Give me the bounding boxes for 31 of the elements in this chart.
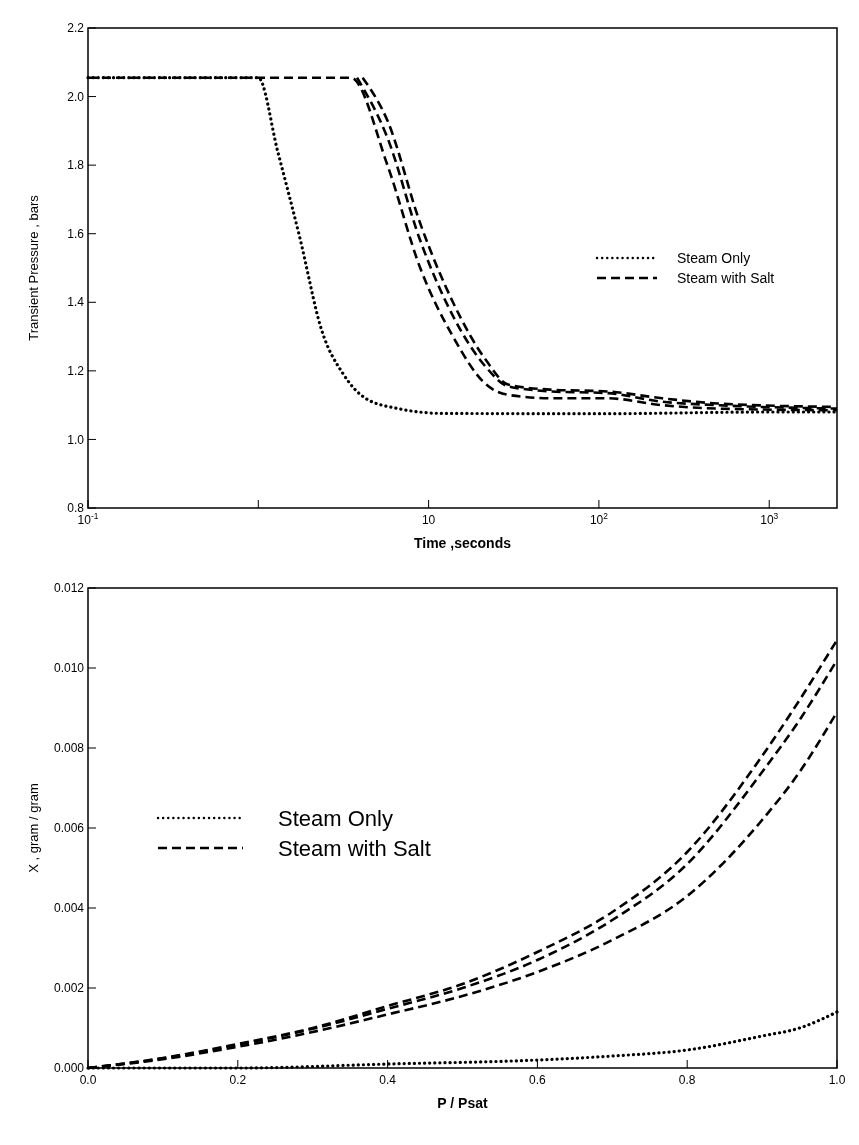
y-tick-label: 0.010 bbox=[53, 661, 85, 676]
y-tick-label: 1.6 bbox=[67, 226, 85, 241]
y-tick-label: 1.8 bbox=[67, 158, 85, 173]
x-tick-label: 1.0 bbox=[828, 1073, 846, 1087]
y-tick-label: 0.008 bbox=[53, 741, 85, 756]
y-tick-label: 0.012 bbox=[53, 581, 85, 596]
x-tick-label: 0.4 bbox=[379, 1073, 397, 1087]
x-axis-title: P / Psat bbox=[437, 1095, 488, 1111]
legend-label: Steam with Salt bbox=[677, 269, 775, 286]
x-tick-label: 10$^{3}$ bbox=[760, 511, 779, 527]
y-tick-label: 0.002 bbox=[53, 981, 85, 996]
x-tick-label: 0.6 bbox=[529, 1073, 547, 1087]
legend-label: Steam with Salt bbox=[278, 835, 431, 861]
legend-label: Steam Only bbox=[677, 249, 751, 266]
y-tick-label: 0.004 bbox=[53, 901, 85, 916]
y-tick-label: 1.0 bbox=[67, 432, 85, 447]
y-axis-title: X , gram / gram bbox=[26, 783, 41, 873]
x-tick-label: 0.2 bbox=[229, 1073, 247, 1087]
y-tick-label: 2.0 bbox=[67, 89, 85, 104]
y-tick-label: 0.006 bbox=[53, 821, 85, 836]
x-tick-label: 0.0 bbox=[79, 1073, 97, 1087]
legend-label: Steam Only bbox=[278, 805, 393, 831]
x-tick-label: 0.8 bbox=[678, 1073, 696, 1087]
y-tick-label: 1.2 bbox=[67, 364, 85, 379]
y-axis-title: Transient Pressure , bars bbox=[26, 194, 41, 341]
x-tick-label: 10 bbox=[421, 513, 436, 527]
x-tick-label: 10$^{2}$ bbox=[589, 511, 609, 527]
y-tick-label: 2.2 bbox=[67, 21, 85, 36]
y-tick-label: 0.000 bbox=[53, 1061, 85, 1076]
y-tick-label: 1.4 bbox=[67, 295, 85, 310]
x-axis-title: Time ,seconds bbox=[413, 535, 512, 551]
